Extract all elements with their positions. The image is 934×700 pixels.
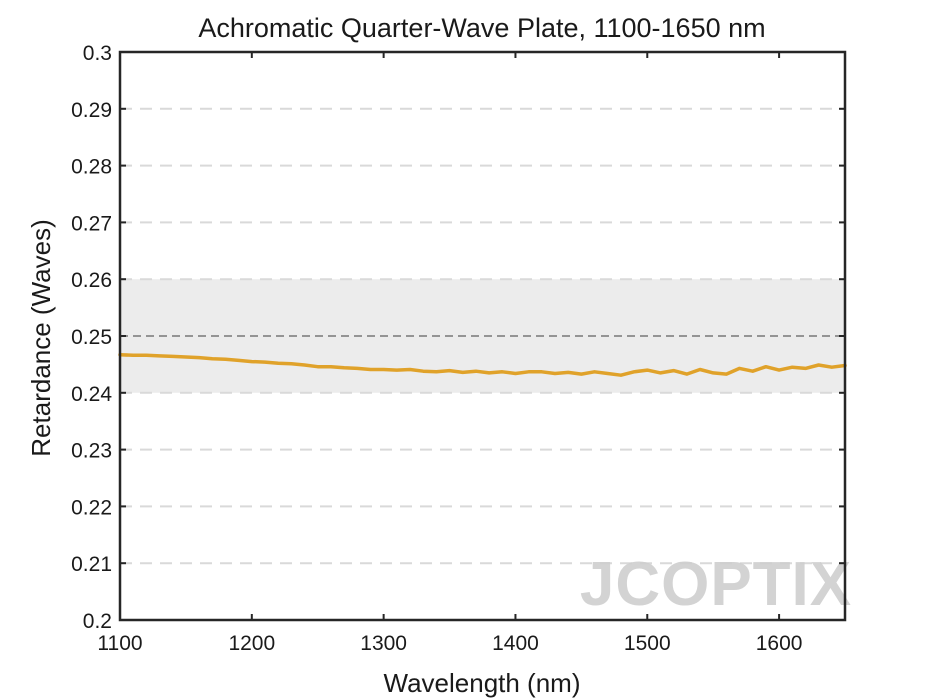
- x-tick-label: 1200: [228, 632, 275, 655]
- y-tick-label: 0.23: [71, 440, 112, 463]
- y-tick-label: 0.24: [71, 383, 112, 406]
- grid-layer: [120, 107, 845, 565]
- x-tick-label: 1400: [492, 632, 539, 655]
- x-tick-label: 1300: [360, 632, 407, 655]
- chart-title: Achromatic Quarter-Wave Plate, 1100-1650…: [198, 13, 765, 43]
- watermark-logo: JCOPTIX: [580, 550, 852, 619]
- series-line-0: [118, 352, 847, 377]
- y-tick-label: 0.21: [71, 553, 112, 576]
- watermark-text: JCOPTIX: [580, 550, 852, 619]
- y-axis-label: Retardance (Waves): [26, 219, 56, 456]
- y-tick-label: 0.27: [71, 212, 112, 235]
- y-tick-label: 0.2: [83, 610, 112, 633]
- tick-layer: 0.2 0.21 0.22 0.23 0.24 0.25 0.26 0.27 0.28 0.29 0…: [71, 42, 845, 655]
- y-tick-label: 0.28: [71, 156, 112, 179]
- x-tick-label: 1600: [756, 632, 803, 655]
- y-tick-label: 0.29: [71, 99, 112, 122]
- y-tick-label: 0.25: [71, 326, 112, 349]
- series-layer: [118, 352, 847, 377]
- y-tick-label: 0.26: [71, 269, 112, 292]
- x-tick-label: 1100: [97, 632, 142, 655]
- y-tick-label: 0.22: [71, 496, 112, 519]
- y-tick-label: 0.3: [83, 42, 112, 65]
- x-tick-label: 1500: [624, 632, 671, 655]
- x-axis-label: Wavelength (nm): [384, 668, 581, 698]
